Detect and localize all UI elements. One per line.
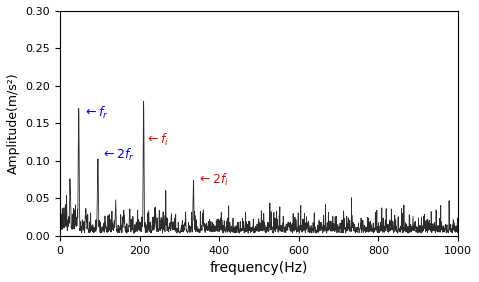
Text: $\leftarrow f_r$: $\leftarrow f_r$	[83, 105, 109, 122]
Text: $\leftarrow 2f_i$: $\leftarrow 2f_i$	[196, 172, 228, 188]
Y-axis label: Amplitude(m/s²): Amplitude(m/s²)	[7, 72, 20, 174]
X-axis label: frequency(Hz): frequency(Hz)	[210, 261, 308, 275]
Text: $\leftarrow f_i$: $\leftarrow f_i$	[145, 132, 169, 148]
Text: $\leftarrow 2f_r$: $\leftarrow 2f_r$	[101, 147, 135, 164]
